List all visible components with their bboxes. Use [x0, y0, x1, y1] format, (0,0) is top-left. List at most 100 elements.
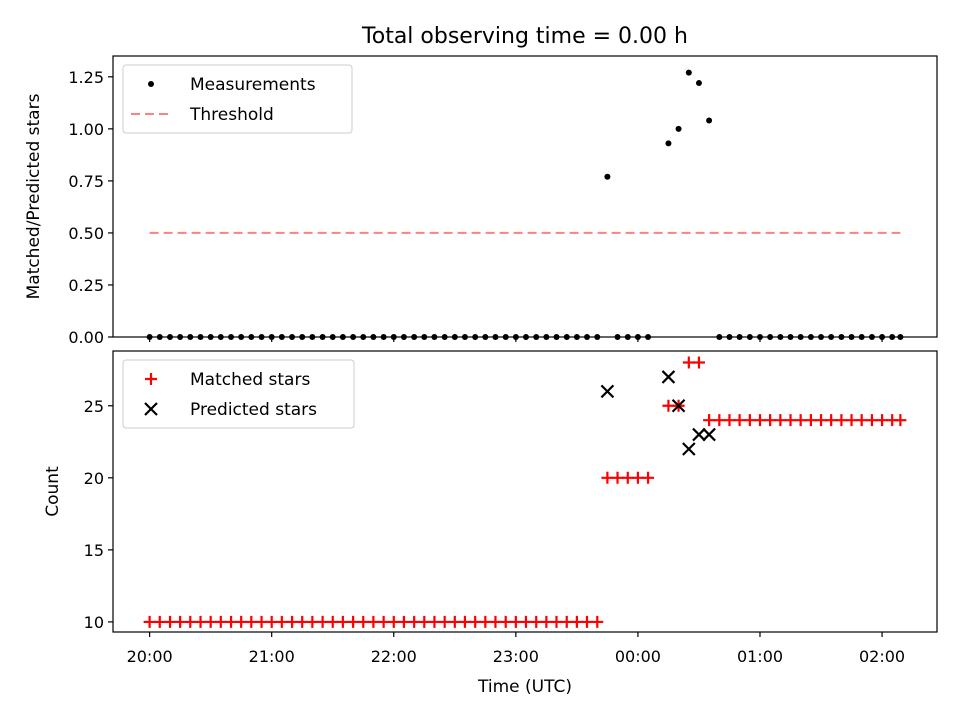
- measurement-point: [897, 334, 904, 340]
- predicted-stars-point: [702, 427, 716, 442]
- predicted-stars-point: [671, 398, 686, 413]
- measurement-point: [604, 173, 611, 180]
- matched-stars-point: [682, 356, 695, 369]
- measurement-point: [268, 334, 275, 340]
- matched-stars-point: [855, 414, 868, 427]
- matched-stars-point: [265, 615, 278, 628]
- measurement-point: [370, 334, 377, 340]
- legend-box: [122, 359, 355, 429]
- matched-stars-point: [723, 414, 736, 427]
- measurement-point: [197, 334, 204, 340]
- matched-stars-point: [631, 471, 644, 484]
- x-axis-label: Time (UTC): [477, 677, 572, 697]
- x-tick-label: 22:00: [371, 647, 417, 666]
- measurement-point: [207, 334, 214, 340]
- predicted-stars-point: [692, 427, 706, 442]
- matched-stars-point: [550, 615, 563, 628]
- matched-stars-point: [764, 414, 777, 427]
- matched-stars-point: [336, 615, 349, 628]
- matched-stars-point: [733, 414, 746, 427]
- matched-stars-point: [845, 414, 858, 427]
- matched-stars-point: [469, 615, 482, 628]
- measurement-point: [421, 334, 428, 340]
- axes-frame: [112, 350, 938, 633]
- measurement-point: [828, 334, 835, 340]
- matched-stars-point: [204, 615, 217, 628]
- measurement-point: [177, 334, 184, 340]
- measurement-point: [390, 334, 397, 340]
- matched-stars-point: [316, 615, 329, 628]
- matched-stars-point: [835, 414, 848, 427]
- matched-stars-point: [194, 615, 207, 628]
- matched-stars-point: [804, 414, 817, 427]
- matched-stars-point: [438, 615, 451, 628]
- matched-stars-point: [794, 414, 807, 427]
- matched-stars-point: [326, 615, 339, 628]
- measurement-point: [594, 334, 601, 340]
- legend-label: Matched stars: [190, 370, 310, 390]
- measurement-point: [482, 334, 489, 340]
- measurement-point: [858, 334, 865, 340]
- measurement-point: [543, 334, 550, 340]
- y-tick-label: 25: [84, 397, 104, 416]
- matched-stars-point: [377, 615, 390, 628]
- measurement-point: [492, 334, 499, 340]
- legend-label: Measurements: [190, 75, 316, 95]
- y-tick-label: 1.00: [68, 120, 104, 139]
- matched-stars-point: [662, 399, 675, 412]
- measurement-point: [797, 334, 804, 340]
- measurement-point: [329, 334, 336, 340]
- matched-stars-point: [743, 414, 756, 427]
- matched-stars-point: [499, 615, 512, 628]
- x-tick-label: 00:00: [615, 647, 661, 666]
- top-panel: 0.00 0.25 0.50 0.75 1.00 1.25 Matched/Predicte…: [24, 55, 938, 347]
- legend-marker: [145, 373, 157, 385]
- measurement-point: [685, 69, 692, 76]
- matched-stars-point: [184, 615, 197, 628]
- matched-stars-point: [367, 615, 380, 628]
- matched-stars-point: [540, 615, 553, 628]
- measurement-point: [614, 334, 621, 340]
- matched-stars-point: [611, 471, 624, 484]
- measurement-point: [461, 334, 468, 340]
- measurement-point: [736, 334, 743, 340]
- measurement-point: [502, 334, 509, 340]
- measurement-point: [441, 334, 448, 340]
- measurement-point: [400, 334, 407, 340]
- matched-stars-point: [255, 615, 268, 628]
- predicted-stars-point: [661, 370, 676, 384]
- measurement-point: [746, 334, 753, 340]
- matched-stars-point: [458, 615, 471, 628]
- matched-stars-point: [387, 615, 400, 628]
- matched-stars-point: [621, 471, 634, 484]
- legend-label: Threshold: [189, 105, 274, 125]
- matched-stars-point: [601, 471, 614, 484]
- matched-stars-point: [225, 615, 238, 628]
- measurement-point: [167, 334, 174, 340]
- measurement-point: [675, 125, 682, 132]
- matched-stars-point: [530, 615, 543, 628]
- matched-stars-point: [164, 615, 177, 628]
- predicted-stars-point: [682, 442, 696, 456]
- measurement-point: [889, 334, 896, 340]
- y-axis-label: Matched/Predicted stars: [24, 93, 44, 299]
- matched-stars-point: [448, 615, 461, 628]
- measurement-point: [553, 334, 560, 340]
- matched-stars-point: [489, 615, 502, 628]
- matched-stars-point: [894, 414, 907, 427]
- y-tick-label: 20: [84, 469, 104, 488]
- matched-stars-point: [479, 615, 492, 628]
- measurement-point: [665, 140, 672, 147]
- measurement-point: [573, 334, 580, 340]
- measurement-point: [879, 334, 886, 340]
- measurement-point: [533, 334, 540, 340]
- measurement-point: [339, 334, 346, 340]
- y-tick-label: 15: [84, 541, 104, 560]
- measurement-point: [380, 334, 387, 340]
- measurement-point: [156, 334, 163, 340]
- matched-stars-point: [286, 615, 299, 628]
- matched-stars-point: [519, 615, 532, 628]
- measurement-point: [146, 334, 153, 340]
- measurement-point: [258, 334, 265, 340]
